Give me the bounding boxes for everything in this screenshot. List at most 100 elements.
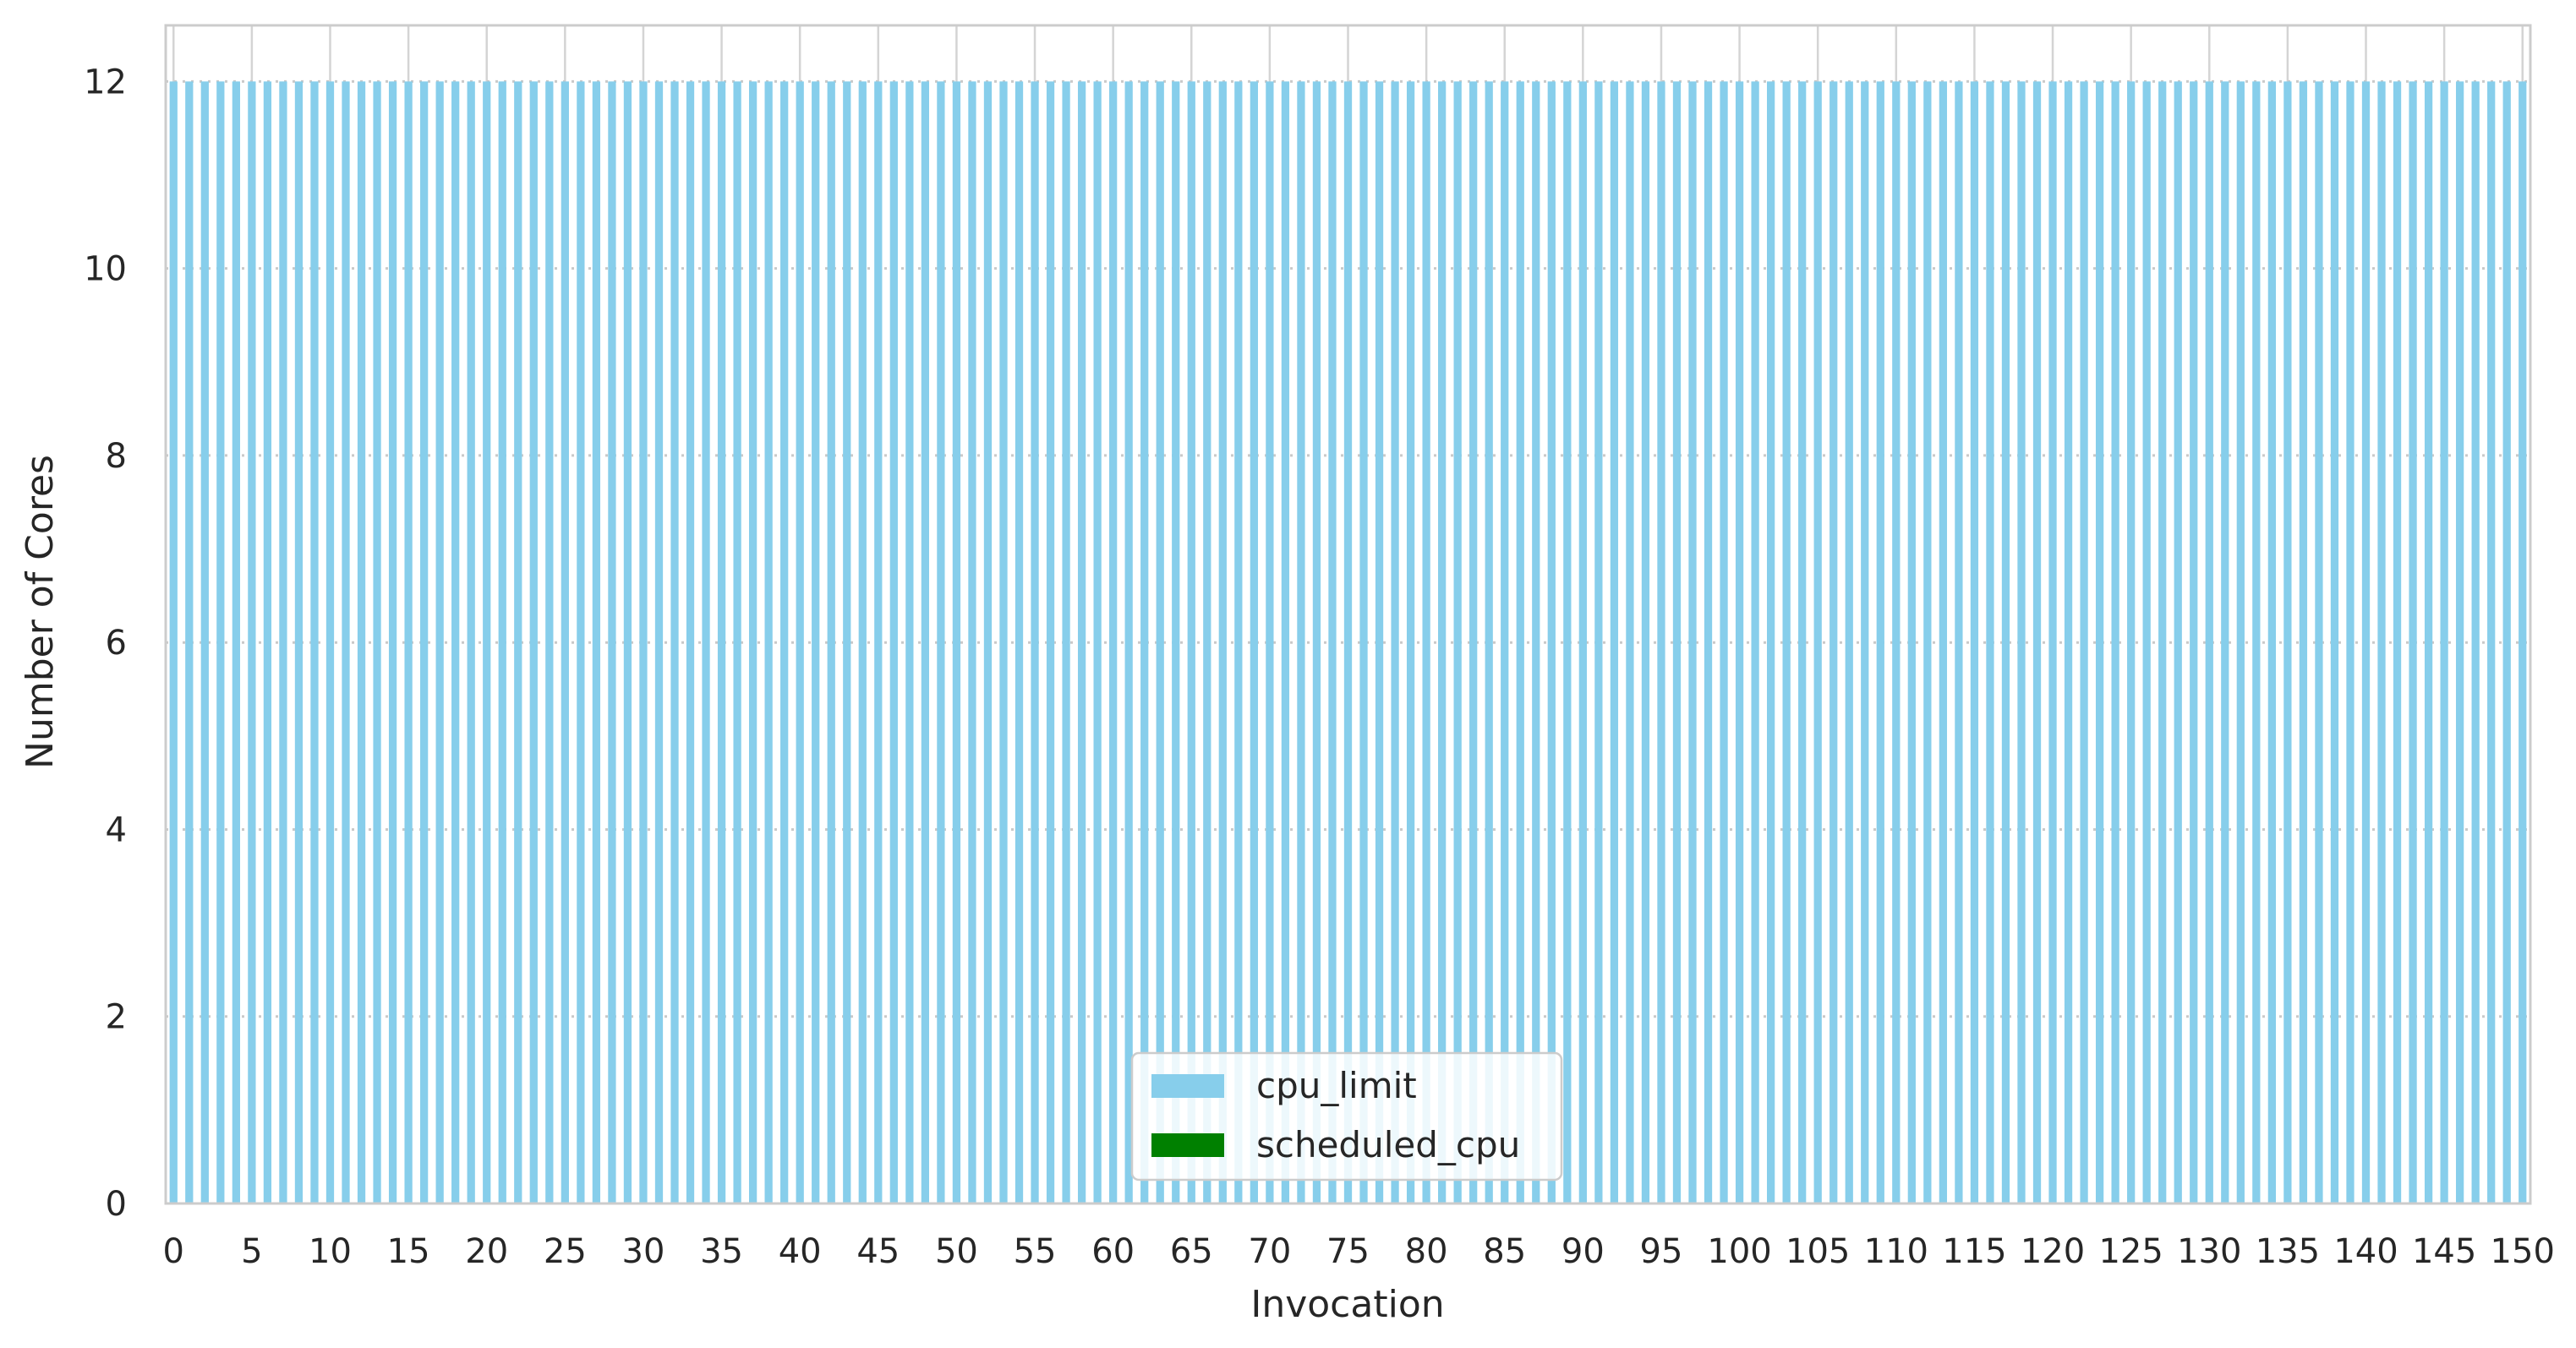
bar-cpu-limit (843, 81, 851, 1203)
bar-cpu-limit (1829, 81, 1838, 1203)
bar-cpu-limit (342, 81, 350, 1203)
bar-cpu-limit (702, 81, 710, 1203)
bar-cpu-limit (451, 81, 460, 1203)
y-tick-label: 12 (84, 63, 127, 101)
bar-cpu-limit (2111, 81, 2119, 1203)
bar-cpu-limit (2283, 81, 2292, 1203)
x-tick-label: 95 (1640, 1232, 1683, 1271)
bar-cpu-limit (1923, 81, 1932, 1203)
bar-cpu-limit (357, 81, 366, 1203)
bar-cpu-limit (764, 81, 773, 1203)
bar-cpu-limit (2205, 81, 2213, 1203)
bar-cpu-limit (2502, 81, 2511, 1203)
x-tick-label: 30 (622, 1232, 665, 1271)
bar-cpu-limit (1986, 81, 1994, 1203)
bar-cpu-limit (2080, 81, 2088, 1203)
bar-cpu-limit (2440, 81, 2448, 1203)
x-tick-label: 145 (2412, 1232, 2476, 1271)
bar-cpu-limit (2032, 81, 2042, 1203)
bar-cpu-limit (654, 81, 664, 1203)
legend: cpu_limit scheduled_cpu (1130, 1051, 1563, 1182)
bar-cpu-limit (1124, 81, 1133, 1203)
bar-cpu-limit (2346, 81, 2354, 1203)
x-tick-label: 105 (1786, 1232, 1850, 1271)
bar-cpu-limit (1532, 81, 1540, 1203)
bar-cpu-limit (185, 81, 194, 1203)
bar-cpu-limit (1328, 81, 1337, 1203)
x-tick-label: 50 (935, 1232, 978, 1271)
bar-cpu-limit (1939, 81, 1948, 1203)
bar-cpu-limit (294, 81, 304, 1203)
y-tick-label: 4 (106, 810, 127, 849)
bar-cpu-limit (2267, 81, 2276, 1203)
bar-cpu-limit (983, 81, 993, 1203)
bar-cpu-limit (1140, 81, 1149, 1203)
x-tick-label: 60 (1091, 1232, 1135, 1271)
bar-cpu-limit (968, 81, 976, 1203)
x-tick-label: 130 (2177, 1232, 2241, 1271)
bar-cpu-limit (1375, 81, 1384, 1203)
x-tick-label: 100 (1707, 1232, 1771, 1271)
bar-cpu-limit (1062, 81, 1070, 1203)
x-tick-label: 150 (2491, 1232, 2555, 1271)
bar-cpu-limit (1187, 81, 1195, 1203)
bar-cpu-limit (1720, 81, 1728, 1203)
bar-cpu-limit (388, 81, 397, 1203)
legend-box (1130, 1051, 1563, 1182)
bar-cpu-limit (1250, 81, 1258, 1203)
bar-cpu-limit (2048, 81, 2057, 1203)
x-tick-label: 85 (1483, 1232, 1526, 1271)
bar-cpu-limit (2236, 81, 2245, 1203)
x-axis-title: Invocation (1250, 1283, 1444, 1326)
bar-cpu-limit (2174, 81, 2182, 1203)
bar-cpu-limit (905, 81, 914, 1203)
bar-cpu-limit (686, 81, 695, 1203)
bar-cpu-limit (812, 81, 820, 1203)
x-tick-label: 40 (779, 1232, 822, 1271)
bar-cpu-limit (1312, 81, 1321, 1203)
bar-cpu-limit (2487, 81, 2496, 1203)
bar-cpu-limit (1438, 81, 1447, 1203)
bar-cpu-limit (1892, 81, 1901, 1203)
legend-swatch-cpu-limit (1151, 1074, 1224, 1098)
bar-cpu-limit (1343, 81, 1353, 1203)
bar-cpu-limit (2299, 81, 2308, 1203)
bar-cpu-limit (1641, 81, 1650, 1203)
bar-cpu-limit (1766, 81, 1775, 1203)
legend-swatch-scheduled-cpu (1151, 1133, 1224, 1157)
bar-cpu-limit (325, 81, 335, 1203)
bar-cpu-limit (2190, 81, 2198, 1203)
bar-cpu-limit (1266, 81, 1274, 1203)
bar-cpu-limit (623, 81, 632, 1203)
bar-cpu-limit (717, 81, 726, 1203)
bar-cpu-limit (200, 81, 209, 1203)
bar-cpu-limit (2471, 81, 2480, 1203)
x-tick-label: 45 (856, 1232, 900, 1271)
x-tick-label: 125 (2098, 1232, 2163, 1271)
x-tick-label: 35 (700, 1232, 743, 1271)
bar-cpu-limit (263, 81, 272, 1203)
bar-cpu-limit (1657, 81, 1665, 1203)
bar-cpu-limit (545, 81, 554, 1203)
bar-cpu-limit (733, 81, 741, 1203)
bar-cpu-limit (952, 81, 961, 1203)
bar-cpu-limit (1813, 81, 1822, 1203)
bar-cpu-limit (2330, 81, 2339, 1203)
bar-cpu-limit (1046, 81, 1055, 1203)
legend-label-cpu-limit: cpu_limit (1256, 1065, 1417, 1106)
bar-cpu-limit (1077, 81, 1086, 1203)
x-tick-label: 55 (1014, 1232, 1057, 1271)
bar-cpu-limit (216, 81, 225, 1203)
bar-cpu-limit (435, 81, 444, 1203)
bar-cpu-limit (404, 81, 413, 1203)
bar-cpu-limit (1955, 81, 1963, 1203)
bar-cpu-limit (1422, 81, 1430, 1203)
bar-cpu-limit (1391, 81, 1399, 1203)
x-tick-labels: 0 5 10 15 20 25 30 35 40 45 50 55 60 65 70 75 80 85 90 95 10… (163, 1232, 2555, 1271)
bar-cpu-limit (1031, 81, 1039, 1203)
x-tick-label: 135 (2256, 1232, 2320, 1271)
bar-cpu-limit (2393, 81, 2402, 1203)
bar-cpu-limit (1501, 81, 1509, 1203)
bar-cpu-limit (999, 81, 1008, 1203)
